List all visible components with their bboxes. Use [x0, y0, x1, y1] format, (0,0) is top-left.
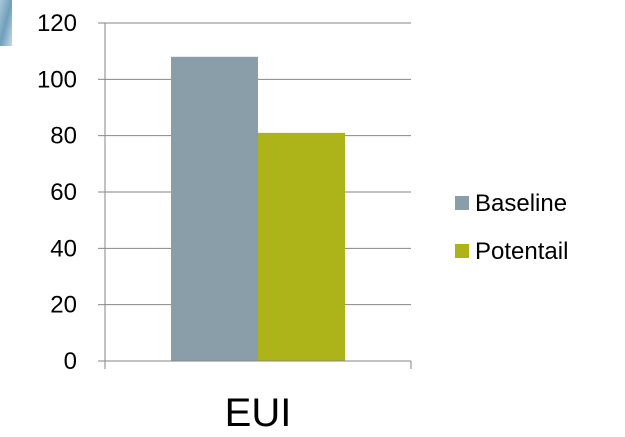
bar-baseline [171, 56, 258, 362]
y-tick-label: 80 [50, 123, 77, 150]
bars [171, 56, 345, 362]
legend-label-baseline: Baseline [475, 190, 567, 217]
bar-potentail [258, 132, 345, 361]
y-tick-label: 120 [37, 10, 77, 37]
legend-swatch-baseline [455, 196, 469, 210]
legend: Baseline Potentail [455, 190, 568, 265]
y-tick-label: 60 [50, 179, 77, 206]
y-tick-label: 40 [50, 235, 77, 262]
axes [104, 23, 412, 369]
corner-image-tile [0, 0, 12, 46]
x-category-label: EUI [225, 391, 292, 435]
legend-swatch-potentail [455, 244, 469, 258]
x-axis-categories: EUI [225, 391, 292, 435]
y-tick-label: 100 [37, 66, 77, 93]
y-tick-label: 0 [64, 348, 77, 375]
y-tick-label: 20 [50, 292, 77, 319]
y-axis-ticks: 0 20 40 60 80 100 120 [37, 10, 105, 375]
legend-label-potentail: Potentail [475, 238, 568, 265]
